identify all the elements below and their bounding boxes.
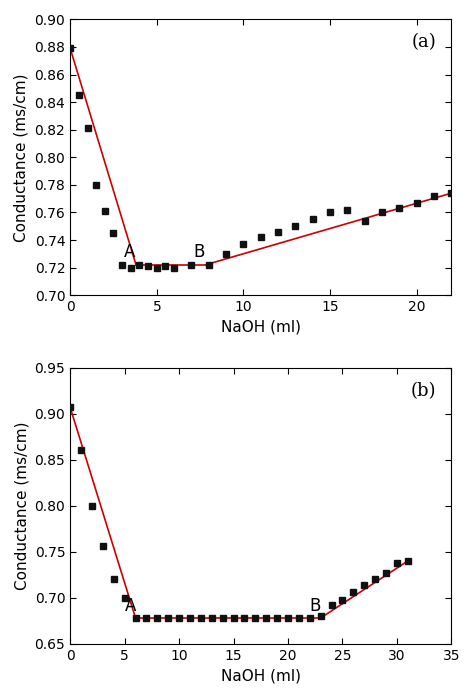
Text: A: A bbox=[125, 597, 136, 615]
Text: (b): (b) bbox=[410, 382, 436, 399]
Y-axis label: Conductance (ms/cm): Conductance (ms/cm) bbox=[14, 73, 29, 242]
X-axis label: NaOH (ml): NaOH (ml) bbox=[221, 668, 301, 683]
Text: A: A bbox=[124, 243, 135, 261]
Y-axis label: Conductance (ms/cm): Conductance (ms/cm) bbox=[14, 422, 29, 590]
Text: (a): (a) bbox=[411, 33, 436, 51]
Text: B: B bbox=[193, 243, 205, 261]
X-axis label: NaOH (ml): NaOH (ml) bbox=[221, 320, 301, 335]
Text: B: B bbox=[310, 597, 321, 615]
